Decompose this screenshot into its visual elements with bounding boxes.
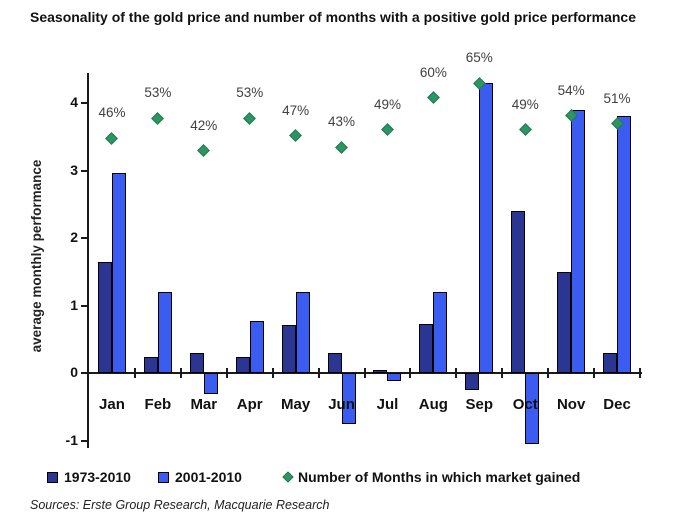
marker-label-Dec: 51% <box>603 90 631 106</box>
marker-label-Jul: 49% <box>373 96 401 112</box>
chart-plot-area: average monthly performance -1 0 1 2 3 4 46% 53… <box>29 50 642 448</box>
x-category-label-Feb: Feb <box>144 396 172 413</box>
bar-2001-2010-Jan <box>111 172 126 374</box>
bar-1973-2010-May <box>281 324 296 374</box>
x-tick <box>409 368 412 379</box>
marker-label-Nov: 54% <box>557 82 585 98</box>
bar-1973-2010-Sep <box>465 373 480 391</box>
x-category-label-Jun: Jun <box>328 396 355 413</box>
y-tick <box>81 372 89 375</box>
bar-1973-2010-Dec <box>603 353 618 374</box>
marker-diamond-Aug <box>427 91 440 105</box>
y-tick-label: 4 <box>70 94 78 111</box>
marker-label-Aug: 60% <box>419 64 447 80</box>
marker-label-Apr: 53% <box>236 85 264 101</box>
legend-label: 1973-2010 <box>64 469 131 485</box>
y-tick <box>81 237 89 240</box>
x-tick <box>317 368 320 379</box>
x-tick <box>179 368 182 379</box>
y-axis-title: average monthly performance <box>29 159 44 353</box>
marker-diamond-Jul <box>381 123 394 137</box>
marker-label-Jan: 46% <box>98 105 126 121</box>
marker-label-Oct: 49% <box>511 96 539 112</box>
legend-swatch-light-blue <box>158 471 169 483</box>
legend-swatch-dark-blue <box>47 471 58 483</box>
chart-title: Seasonality of the gold price and number… <box>30 9 636 25</box>
x-category-label-Sep: Sep <box>465 396 494 413</box>
marker-label-May: 47% <box>282 102 310 118</box>
y-tick-label: 1 <box>70 296 78 313</box>
marker-label-Feb: 53% <box>144 85 172 101</box>
x-tick <box>225 368 228 379</box>
marker-diamond-Oct <box>518 123 532 137</box>
legend-item-1973-2010: 1973-2010 <box>47 469 131 485</box>
x-category-label-Oct: Oct <box>512 396 538 413</box>
marker-diamond-Feb <box>151 111 165 125</box>
bar-2001-2010-May <box>295 292 310 374</box>
bar-2001-2010-Apr <box>249 320 264 374</box>
bar-1973-2010-Mar <box>189 353 204 374</box>
legend-diamond-icon <box>282 471 294 483</box>
y-tick-label: 3 <box>70 161 78 178</box>
bar-2001-2010-Mar <box>203 373 218 394</box>
sources-note: Sources: Erste Group Research, Macquarie… <box>30 498 330 512</box>
legend-label: 2001-2010 <box>175 469 242 485</box>
legend-item-2001-2010: 2001-2010 <box>158 469 242 485</box>
bar-2001-2010-Aug <box>433 292 448 374</box>
x-tick <box>455 368 458 379</box>
marker-label-Sep: 65% <box>465 50 493 66</box>
x-category-label-Dec: Dec <box>603 396 631 413</box>
x-category-label-Mar: Mar <box>190 396 218 413</box>
y-tick <box>81 439 89 442</box>
bar-1973-2010-Feb <box>143 356 158 374</box>
marker-label-Jun: 43% <box>328 114 356 130</box>
x-tick <box>271 368 274 379</box>
bar-2001-2010-Nov <box>571 110 586 374</box>
y-tick-label: 0 <box>70 364 78 381</box>
marker-diamond-Apr <box>243 111 257 125</box>
x-tick <box>547 368 550 379</box>
marker-diamond-May <box>289 129 302 143</box>
bar-1973-2010-Jun <box>327 353 342 374</box>
y-tick <box>81 102 89 105</box>
x-category-label-Apr: Apr <box>236 396 263 413</box>
x-tick <box>639 368 641 379</box>
bar-2001-2010-Dec <box>617 115 632 374</box>
x-tick <box>501 368 504 379</box>
bar-2001-2010-Jun <box>341 373 356 424</box>
legend-label: Number of Months in which market gained <box>298 469 581 485</box>
y-tick <box>81 304 89 307</box>
bar-1973-2010-Nov <box>557 272 572 374</box>
y-axis-line <box>87 73 89 448</box>
y-tick-label: -1 <box>65 431 78 448</box>
x-tick <box>593 368 596 379</box>
marker-label-Mar: 42% <box>190 117 218 133</box>
bar-1973-2010-Apr <box>235 356 250 374</box>
marker-diamond-Jun <box>335 140 348 154</box>
bar-2001-2010-Oct <box>525 373 540 445</box>
bar-1973-2010-Oct <box>511 211 526 374</box>
x-category-label-May: May <box>281 396 311 413</box>
legend-item-months-gained: Number of Months in which market gained <box>282 469 581 485</box>
x-tick <box>363 368 366 379</box>
bar-1973-2010-Aug <box>419 324 434 374</box>
bar-2001-2010-Jul <box>387 373 402 382</box>
bar-1973-2010-Jul <box>373 370 388 374</box>
y-tick-label: 2 <box>70 229 78 246</box>
x-category-label-Jul: Jul <box>376 396 399 413</box>
x-category-label-Aug: Aug <box>418 396 448 413</box>
x-tick <box>133 368 136 379</box>
bar-2001-2010-Feb <box>157 292 172 374</box>
bar-2001-2010-Sep <box>479 83 494 374</box>
x-category-label-Jan: Jan <box>99 396 125 413</box>
marker-diamond-Jan <box>105 132 119 145</box>
marker-diamond-Mar <box>197 144 211 157</box>
bar-1973-2010-Jan <box>97 262 112 374</box>
y-tick <box>81 169 89 172</box>
x-category-label-Nov: Nov <box>556 396 586 413</box>
